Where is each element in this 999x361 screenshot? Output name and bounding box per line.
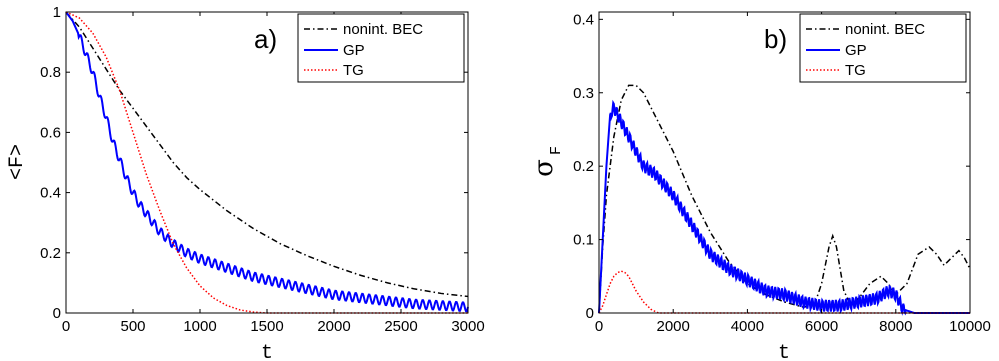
- plot-a-xtick-label: 500: [120, 318, 145, 335]
- plot-a-ytick-label: 0: [53, 305, 61, 322]
- plot-b-xtick-label: 10000: [949, 318, 991, 335]
- plot-b-xlabel: t: [778, 342, 790, 361]
- plot-a-xtick-label: 1500: [250, 318, 283, 335]
- plot-a-series-gp: [65, 11, 469, 313]
- plot-a-ylabel: <F>: [6, 144, 29, 180]
- plot-b-xtick-label: 0: [595, 318, 603, 335]
- plot-a-xtick-label: 1000: [183, 318, 216, 335]
- plot-a-legend: nonint. BEC GP TG: [297, 13, 465, 83]
- plot-a-series-tg: [65, 11, 468, 314]
- plot-b-ytick-label: 0.3: [573, 85, 594, 102]
- plot-b-ytick-label: 0.2: [573, 158, 594, 175]
- panel-b: 0 2000 4000 6000 8000 10000 0 0.1 0.2 0.3 0.4 t σ …: [529, 11, 991, 361]
- plot-b-ytick-label: 0.4: [573, 11, 594, 28]
- plot-b-panel-label: b): [764, 24, 787, 54]
- plot-b-ylabel-subscript: F: [548, 146, 565, 155]
- plot-b-legend-label-gp: GP: [845, 42, 867, 59]
- panel-a: 0 500 1000 1500 2000 2500 3000 0 0.2 0.4 0.6 0.8 1 t…: [6, 4, 485, 361]
- plot-a-panel-label: a): [254, 24, 277, 54]
- plot-b-xtick-label: 8000: [879, 318, 912, 335]
- plot-a-legend-label-gp: GP: [343, 42, 365, 59]
- plot-b-ylabel: σ F: [529, 146, 565, 177]
- plot-a-xtick-label: 3000: [451, 318, 484, 335]
- plot-a-xlabel: t: [261, 342, 273, 361]
- plot-b-legend: nonint. BEC GP TG: [799, 13, 967, 83]
- plot-a-ytick-label: 0.2: [40, 245, 61, 262]
- plot-b-xtick-label: 2000: [657, 318, 690, 335]
- plot-b-frame: [598, 11, 971, 314]
- plot-a-ytick-label: 0.4: [40, 185, 61, 202]
- plot-b-legend-label-tg: TG: [845, 62, 866, 79]
- plot-a-ytick-label: 0.8: [40, 64, 61, 81]
- plot-b-ylabel-symbol: σ: [529, 159, 559, 177]
- plot-b-data: [598, 84, 971, 316]
- plot-b-xtick-label: 4000: [731, 318, 764, 335]
- plot-a-ytick-label: 1: [53, 4, 61, 21]
- plot-a-xtick-label: 2500: [384, 318, 417, 335]
- plot-a-data: [65, 11, 469, 314]
- plot-b-legend-label-nonint: nonint. BEC: [845, 21, 925, 38]
- plot-a-legend-label-nonint: nonint. BEC: [343, 21, 423, 38]
- plot-b-series-gp: [598, 99, 970, 316]
- plot-b-series-tg: [598, 270, 970, 314]
- plot-a-xtick-label: 0: [62, 318, 70, 335]
- plot-a-legend-label-tg: TG: [343, 62, 364, 79]
- plot-a-ticks: 0 500 1000 1500 2000 2500 3000 0 0.2 0.4 0.6 0.8 1: [40, 4, 485, 335]
- plot-b-ticks: 0 2000 4000 6000 8000 10000 0 0.1 0.2 0.3 0.4: [573, 11, 991, 335]
- plot-b-xtick-label: 6000: [805, 318, 838, 335]
- plot-a-xtick-label: 2000: [317, 318, 350, 335]
- plot-a-ytick-label: 0.6: [40, 124, 61, 141]
- plot-b-series-nonint-bec: [598, 84, 971, 314]
- plot-b-ytick-label: 0.1: [573, 232, 594, 249]
- plot-b-ytick-label: 0: [586, 305, 594, 322]
